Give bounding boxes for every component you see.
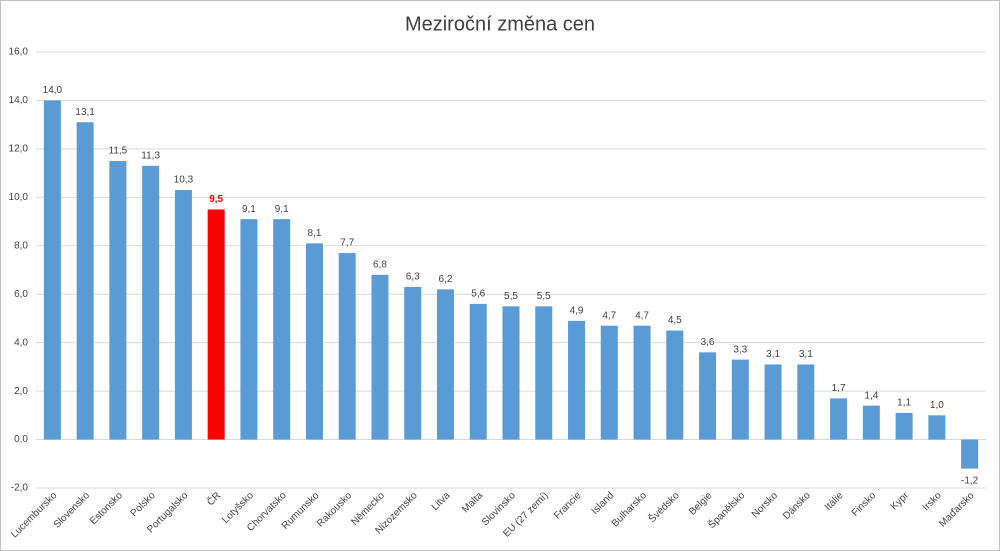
bar bbox=[273, 219, 291, 440]
bar bbox=[699, 352, 717, 440]
bar bbox=[928, 415, 946, 440]
bar bbox=[862, 405, 880, 440]
data-label: 6,8 bbox=[373, 259, 387, 270]
data-label: 4,5 bbox=[668, 315, 682, 326]
y-tick-label: 16,0 bbox=[9, 47, 29, 58]
data-label: 5,5 bbox=[537, 291, 551, 302]
bar bbox=[502, 306, 520, 440]
data-label: 4,9 bbox=[570, 306, 584, 317]
data-label: 3,6 bbox=[701, 337, 715, 348]
bar bbox=[207, 209, 225, 440]
y-tick-label: 2,0 bbox=[14, 386, 28, 397]
bar bbox=[109, 161, 127, 440]
bar bbox=[764, 364, 782, 440]
chart-title: Meziroční změna cen bbox=[405, 13, 595, 35]
data-label: 1,7 bbox=[832, 383, 846, 394]
y-tick-label: 8,0 bbox=[14, 240, 28, 251]
data-label: 9,1 bbox=[275, 204, 289, 215]
bar bbox=[404, 286, 422, 440]
data-label: 1,1 bbox=[897, 398, 911, 409]
data-label: 3,1 bbox=[766, 349, 780, 360]
data-label: 7,7 bbox=[340, 238, 354, 249]
bar bbox=[830, 398, 848, 440]
y-tick-label: 14,0 bbox=[9, 95, 29, 106]
bar bbox=[961, 439, 979, 469]
bar bbox=[731, 359, 749, 440]
data-label: 11,5 bbox=[109, 146, 128, 157]
data-label: 5,6 bbox=[471, 289, 485, 300]
bar bbox=[240, 219, 258, 440]
data-label: 3,1 bbox=[799, 349, 813, 360]
bar bbox=[600, 325, 618, 440]
bar bbox=[371, 274, 389, 440]
data-label: 11,3 bbox=[141, 150, 160, 161]
bar bbox=[305, 243, 323, 440]
y-tick-label: 6,0 bbox=[14, 289, 28, 300]
bar bbox=[633, 325, 651, 440]
y-tick-label: 0,0 bbox=[14, 434, 28, 445]
data-label: 3,3 bbox=[733, 344, 747, 355]
bar bbox=[666, 330, 684, 440]
bar bbox=[43, 100, 61, 440]
data-label: 1,4 bbox=[864, 390, 878, 401]
bar bbox=[535, 306, 553, 440]
bar bbox=[338, 253, 356, 440]
data-label: 1,0 bbox=[930, 400, 944, 411]
bar bbox=[895, 412, 913, 440]
data-label: 6,3 bbox=[406, 272, 420, 283]
y-tick-label: 10,0 bbox=[9, 192, 29, 203]
bar bbox=[142, 165, 160, 440]
bar bbox=[568, 320, 586, 440]
data-label: 5,5 bbox=[504, 291, 518, 302]
bar bbox=[469, 303, 487, 440]
y-tick-label: -2,0 bbox=[11, 483, 29, 494]
y-tick-label: 12,0 bbox=[9, 144, 29, 155]
bar bbox=[76, 122, 94, 440]
data-label: 9,1 bbox=[242, 204, 256, 215]
data-label: -1,2 bbox=[961, 475, 979, 486]
data-label: 4,7 bbox=[635, 310, 649, 321]
data-label: 6,2 bbox=[439, 274, 453, 285]
bar bbox=[174, 190, 192, 440]
data-label: 13,1 bbox=[75, 107, 95, 118]
data-label: 9,5 bbox=[209, 194, 223, 205]
bar bbox=[797, 364, 815, 440]
data-label: 14,0 bbox=[43, 85, 63, 96]
y-tick-label: 4,0 bbox=[14, 337, 28, 348]
data-label: 4,7 bbox=[602, 310, 616, 321]
data-label: 10,3 bbox=[174, 175, 194, 186]
data-label: 8,1 bbox=[307, 228, 321, 239]
bar bbox=[436, 289, 454, 440]
